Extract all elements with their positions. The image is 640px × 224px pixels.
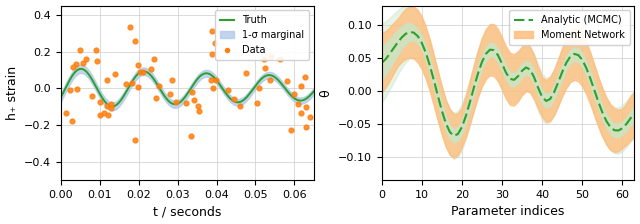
Data: [95, 100, 106, 104]
Truth: [180, 97, 188, 99]
Data: [102, 113, 113, 116]
Data: [259, 57, 269, 61]
Legend: Truth, 1-σ marginal, Data: Truth, 1-σ marginal, Data: [214, 11, 309, 60]
Data: [106, 106, 116, 110]
Data: [167, 79, 177, 82]
Data: [121, 83, 131, 86]
Line: Truth: Truth: [61, 69, 314, 106]
Data: [61, 112, 71, 115]
Y-axis label: θ: θ: [319, 89, 332, 97]
Data: [252, 101, 262, 105]
Line: Analytic (MCMC): Analytic (MCMC): [381, 32, 634, 136]
Analytic (MCMC): [490, 49, 498, 52]
Data: [127, 81, 137, 84]
Data: [78, 61, 88, 65]
Data: [146, 67, 156, 70]
Data: [134, 71, 145, 74]
Data: [296, 111, 306, 114]
Data: [92, 59, 102, 62]
Truth: [303, 97, 310, 100]
Data: [138, 70, 148, 74]
Data: [305, 115, 316, 118]
Truth: [77, 67, 84, 70]
Data: [282, 80, 292, 83]
Data: [193, 104, 204, 108]
Data: [67, 120, 77, 123]
Data: [171, 100, 181, 104]
Truth: [108, 105, 116, 108]
Data: [150, 96, 161, 100]
Data: [75, 48, 85, 52]
Data: [194, 109, 204, 113]
X-axis label: t / seconds: t / seconds: [153, 205, 221, 218]
Data: [81, 57, 91, 60]
Data: [148, 57, 159, 61]
Data: [241, 71, 251, 75]
Data: [205, 78, 216, 82]
Data: [181, 101, 191, 105]
Data: [186, 134, 196, 138]
Data: [188, 90, 198, 93]
Data: [254, 86, 264, 90]
Analytic (MCMC): [550, 91, 558, 93]
Analytic (MCMC): [630, 112, 638, 115]
Data: [229, 97, 239, 101]
Analytic (MCMC): [378, 62, 385, 64]
Data: [266, 78, 276, 82]
Data: [293, 102, 303, 106]
Data: [296, 84, 307, 88]
Data: [165, 92, 175, 95]
Truth: [310, 90, 317, 93]
Truth: [70, 72, 77, 75]
Analytic (MCMC): [414, 35, 422, 37]
Analytic (MCMC): [450, 134, 458, 137]
Analytic (MCMC): [510, 79, 518, 81]
Truth: [57, 96, 65, 98]
Data: [223, 88, 234, 92]
Data: [102, 104, 112, 107]
Data: [106, 102, 116, 106]
Data: [130, 138, 140, 142]
Data: [133, 85, 143, 88]
Data: [68, 65, 78, 68]
Data: [95, 113, 106, 117]
Data: [65, 88, 75, 91]
Analytic (MCMC): [526, 68, 534, 71]
Truth: [303, 97, 310, 100]
Data: [260, 66, 271, 70]
Data: [207, 29, 217, 32]
Data: [301, 125, 311, 129]
Data: [301, 105, 311, 109]
Data: [109, 72, 120, 75]
X-axis label: Parameter indices: Parameter indices: [451, 205, 564, 218]
Data: [132, 64, 143, 67]
Data: [70, 62, 81, 65]
Legend: Analytic (MCMC), Moment Network: Analytic (MCMC), Moment Network: [509, 11, 630, 45]
Y-axis label: h₊ strain: h₊ strain: [6, 66, 19, 120]
Data: [266, 54, 276, 58]
Data: [289, 92, 299, 96]
Data: [208, 86, 218, 90]
Data: [86, 94, 97, 98]
Data: [235, 105, 245, 108]
Analytic (MCMC): [547, 98, 554, 100]
Data: [102, 78, 113, 82]
Data: [154, 84, 164, 88]
Data: [211, 78, 221, 82]
Data: [99, 111, 109, 115]
Data: [275, 57, 285, 60]
Data: [209, 41, 220, 44]
Data: [300, 76, 310, 79]
Data: [72, 88, 83, 91]
Truth: [257, 79, 264, 81]
Truth: [173, 102, 181, 105]
Data: [285, 128, 296, 132]
Data: [129, 39, 140, 43]
Data: [207, 52, 218, 55]
Data: [189, 98, 199, 101]
Data: [124, 25, 134, 29]
Analytic (MCMC): [406, 31, 413, 33]
Data: [91, 48, 101, 52]
